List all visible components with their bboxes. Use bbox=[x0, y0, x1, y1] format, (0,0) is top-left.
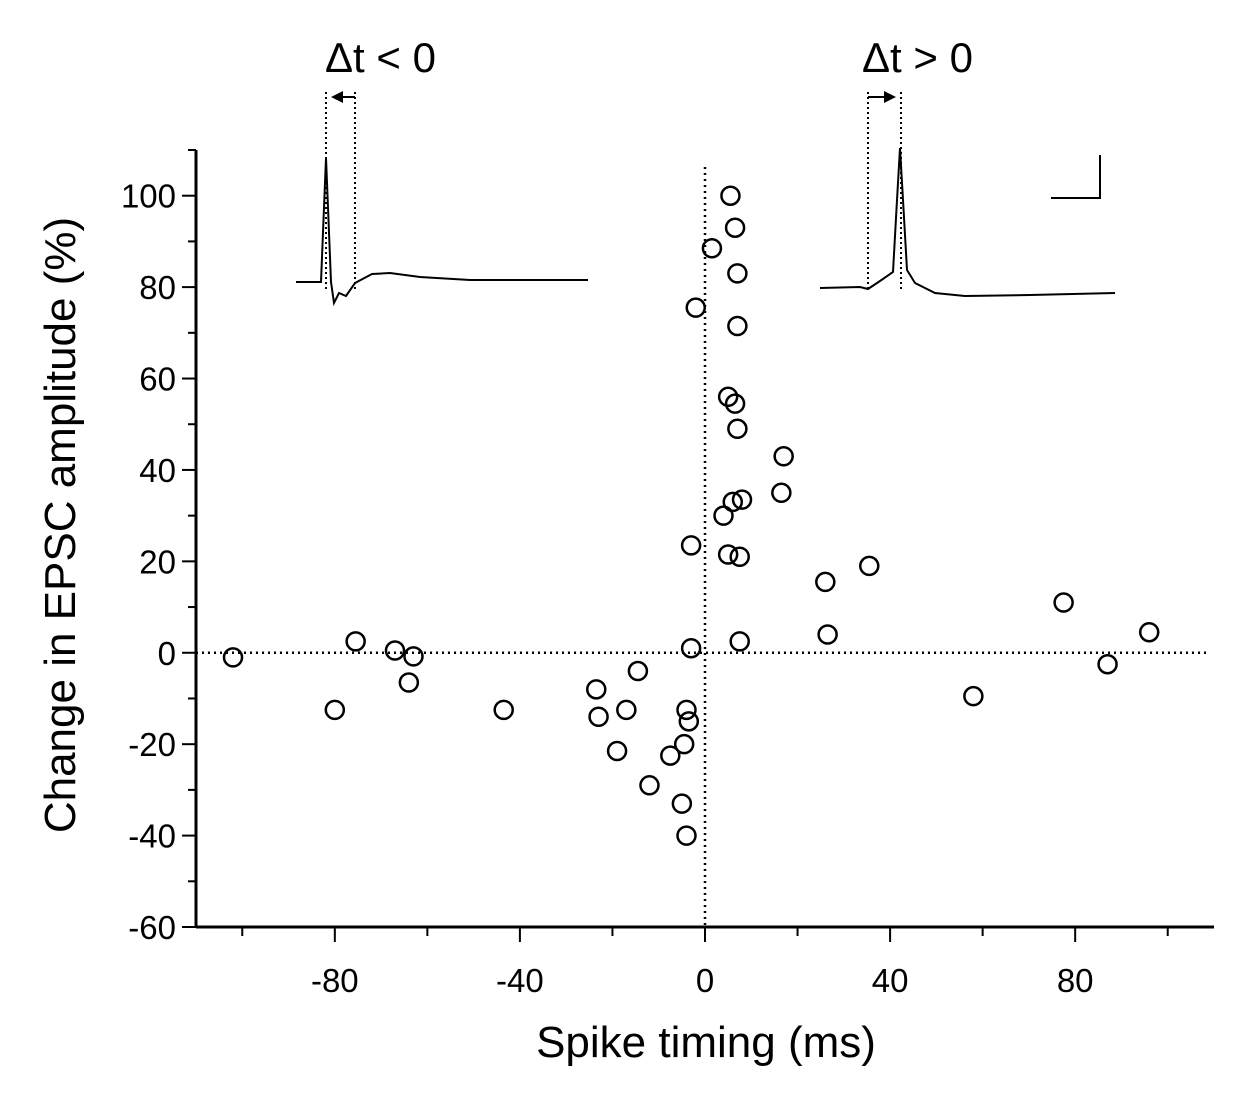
data-point bbox=[815, 571, 836, 593]
data-point bbox=[588, 706, 609, 728]
y-tick-label: 20 bbox=[139, 543, 176, 580]
y-tick-label: -20 bbox=[128, 726, 176, 763]
data-point bbox=[720, 185, 741, 206]
inset-positive-dt-trace bbox=[819, 147, 1116, 298]
data-point bbox=[859, 555, 880, 577]
y-tick-label: 60 bbox=[139, 361, 176, 398]
data-point bbox=[727, 263, 748, 284]
data-point bbox=[403, 646, 424, 667]
axes: -60 -40 -20 0 20 40 60 80 100 -80 -40 0 40 80 bbox=[121, 149, 1214, 999]
inset-negative-dt-arrowhead bbox=[331, 91, 343, 103]
x-axis-title: Spike timing (ms) bbox=[536, 1018, 876, 1067]
data-point bbox=[1097, 653, 1118, 675]
y-tick-label: -40 bbox=[128, 818, 176, 855]
inset-positive-dt-label: Δt > 0 bbox=[862, 34, 973, 81]
inset-negative-dt: Δt < 0 bbox=[296, 34, 588, 307]
data-point bbox=[717, 386, 739, 408]
data-point bbox=[717, 544, 739, 565]
data-point bbox=[771, 482, 792, 504]
x-tick-label: 0 bbox=[696, 962, 714, 999]
data-point bbox=[680, 535, 702, 556]
data-point bbox=[616, 699, 637, 721]
data-point bbox=[676, 699, 697, 721]
y-axis-title: Change in EPSC amplitude (%) bbox=[36, 217, 85, 833]
data-point bbox=[639, 775, 660, 796]
data-point bbox=[678, 711, 700, 732]
data-point bbox=[627, 660, 649, 682]
data-point bbox=[773, 445, 794, 467]
data-point bbox=[671, 793, 693, 814]
y-tick-label: -60 bbox=[128, 909, 176, 946]
y-tick-label: 40 bbox=[139, 452, 176, 489]
data-point bbox=[673, 733, 695, 755]
data-point bbox=[817, 624, 838, 645]
data-point bbox=[676, 825, 697, 846]
x-tick-label: 80 bbox=[1057, 962, 1094, 999]
y-tick-label: 80 bbox=[139, 269, 176, 306]
data-point bbox=[731, 489, 753, 510]
inset-negative-dt-label: Δt < 0 bbox=[325, 34, 436, 81]
inset-positive-dt-arrowhead bbox=[884, 91, 896, 103]
data-point bbox=[727, 315, 748, 337]
data-point bbox=[724, 393, 746, 414]
data-point bbox=[963, 685, 984, 707]
data-point bbox=[1053, 592, 1074, 613]
data-point bbox=[345, 631, 366, 652]
data-point bbox=[724, 217, 746, 238]
reference-lines bbox=[196, 167, 1206, 927]
data-point bbox=[324, 699, 346, 721]
data-point bbox=[586, 679, 607, 700]
inset-negative-dt-trace bbox=[296, 157, 588, 307]
data-point bbox=[222, 647, 244, 668]
inset-positive-dt: Δt > 0 bbox=[819, 34, 1116, 298]
data-point bbox=[680, 637, 702, 659]
data-point bbox=[493, 699, 514, 721]
data-point bbox=[727, 418, 748, 440]
x-tick-label: -80 bbox=[311, 962, 359, 999]
data-point bbox=[701, 238, 723, 259]
data-point bbox=[384, 640, 406, 661]
y-tick-label: 0 bbox=[158, 635, 176, 672]
data-point bbox=[1138, 621, 1160, 643]
data-point bbox=[606, 740, 628, 762]
x-tick-label: -40 bbox=[496, 962, 544, 999]
data-point bbox=[660, 745, 681, 766]
data-point bbox=[729, 546, 750, 568]
data-points bbox=[222, 185, 1160, 846]
data-point bbox=[722, 491, 744, 513]
scale-bar bbox=[1051, 155, 1101, 199]
data-point bbox=[713, 505, 734, 526]
data-point bbox=[398, 672, 420, 693]
data-point bbox=[685, 297, 706, 318]
y-tick-label: 100 bbox=[121, 178, 176, 215]
data-point bbox=[729, 631, 750, 652]
x-tick-label: 40 bbox=[872, 962, 909, 999]
